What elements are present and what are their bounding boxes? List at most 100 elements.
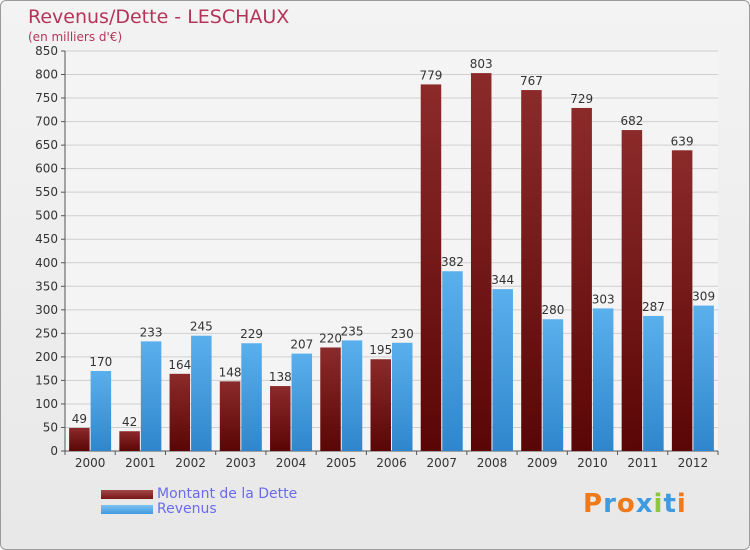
bar-revenus bbox=[643, 315, 664, 451]
x-tick-label: 2006 bbox=[376, 456, 407, 470]
data-label-revenus: 170 bbox=[89, 355, 112, 369]
bar-debt bbox=[219, 381, 241, 451]
bar-debt bbox=[169, 373, 191, 451]
y-tick-label: 700 bbox=[35, 115, 58, 129]
data-label-revenus: 235 bbox=[341, 324, 364, 338]
x-tick-label: 2003 bbox=[226, 456, 257, 470]
data-label-debt: 49 bbox=[72, 412, 87, 426]
bar-revenus bbox=[492, 289, 513, 451]
x-tick-label: 2000 bbox=[75, 456, 106, 470]
bar-debt bbox=[470, 73, 492, 451]
y-tick-label: 650 bbox=[35, 138, 58, 152]
x-tick-label: 2009 bbox=[527, 456, 558, 470]
logo-letter: x bbox=[635, 489, 654, 519]
data-label-debt: 148 bbox=[219, 365, 242, 379]
data-label-debt: 682 bbox=[620, 114, 643, 128]
data-label-revenus: 303 bbox=[592, 292, 615, 306]
proxiti-logo: Proxiti bbox=[583, 489, 687, 519]
bar-revenus bbox=[140, 341, 162, 451]
data-label-debt: 42 bbox=[122, 415, 137, 429]
bar-revenus bbox=[241, 343, 262, 451]
x-tick-label: 2007 bbox=[426, 456, 457, 470]
bars bbox=[69, 73, 714, 452]
logo-letter: o bbox=[616, 489, 636, 519]
x-tick-label: 2011 bbox=[627, 456, 658, 470]
data-label-debt: 220 bbox=[319, 331, 342, 345]
y-tick-label: 150 bbox=[35, 373, 58, 387]
x-tick-label: 2008 bbox=[477, 456, 508, 470]
bar-revenus bbox=[693, 305, 714, 451]
data-label-revenus: 233 bbox=[140, 325, 163, 339]
x-tick-label: 2004 bbox=[276, 456, 307, 470]
bar-revenus bbox=[90, 371, 112, 451]
logo-letter: P bbox=[583, 489, 604, 519]
data-label-debt: 639 bbox=[671, 134, 694, 148]
legend-swatch-revenus bbox=[101, 505, 153, 514]
bar-debt bbox=[370, 359, 391, 451]
bar-debt bbox=[521, 90, 542, 451]
bar-debt bbox=[119, 431, 140, 451]
plot-area bbox=[65, 51, 718, 451]
data-label-debt: 138 bbox=[269, 370, 292, 384]
data-label-revenus: 245 bbox=[190, 320, 213, 334]
bar-debt bbox=[571, 107, 592, 452]
gridlines bbox=[65, 50, 718, 452]
chart-title: Revenus/Dette - LESCHAUX bbox=[28, 6, 290, 28]
bar-debt bbox=[320, 347, 341, 451]
y-tick-label: 50 bbox=[43, 420, 58, 434]
bar-revenus bbox=[392, 342, 413, 451]
legend-label-revenus: Revenus bbox=[157, 501, 217, 517]
y-tick-label: 850 bbox=[35, 44, 58, 58]
y-tick-label: 300 bbox=[35, 303, 58, 317]
data-label-revenus: 207 bbox=[290, 338, 313, 352]
data-label-revenus: 382 bbox=[441, 255, 464, 269]
bar-revenus bbox=[442, 271, 463, 451]
bar-revenus bbox=[341, 340, 363, 451]
data-label-revenus: 344 bbox=[491, 273, 514, 287]
y-tick-label: 0 bbox=[50, 444, 58, 458]
data-label-revenus: 287 bbox=[642, 300, 665, 314]
y-tick-label: 750 bbox=[35, 91, 58, 105]
y-tick-label: 550 bbox=[35, 185, 58, 199]
y-tick-label: 200 bbox=[35, 350, 58, 364]
data-label-revenus: 229 bbox=[240, 327, 263, 341]
data-label-revenus: 280 bbox=[541, 303, 564, 317]
y-tick-labels: 0 50 100 150 200 250 300 350 400 450 500 550 600 650 7… bbox=[35, 44, 58, 458]
y-tick-label: 350 bbox=[35, 279, 58, 293]
y-tick-label: 500 bbox=[35, 209, 58, 223]
data-label-debt: 779 bbox=[420, 68, 443, 82]
logo-letter: i bbox=[676, 489, 687, 519]
chart-subtitle: (en milliers d'€) bbox=[28, 30, 123, 44]
bar-debt bbox=[69, 427, 90, 451]
legend-swatch-debt bbox=[101, 490, 153, 499]
logo-letter: i bbox=[653, 489, 664, 519]
bar-revenus bbox=[191, 335, 212, 451]
data-label-debt: 164 bbox=[168, 358, 191, 372]
legend-label-debt: Montant de la Dette bbox=[157, 486, 298, 502]
y-tick-label: 600 bbox=[35, 162, 58, 176]
logo-letter: r bbox=[603, 489, 617, 519]
data-label-debt: 803 bbox=[470, 57, 493, 71]
x-tick-label: 2002 bbox=[175, 456, 206, 470]
x-tick-label: 2001 bbox=[125, 456, 156, 470]
bar-revenus bbox=[542, 319, 564, 451]
data-label-debt: 767 bbox=[520, 74, 543, 88]
bar-debt bbox=[671, 150, 693, 451]
x-tick-labels: 2000 2001 2002 2003 2004 2005 2006 2007 2008 2009… bbox=[75, 456, 708, 470]
bar-debt bbox=[621, 130, 643, 451]
logo-letter: t bbox=[663, 489, 677, 519]
x-tick-label: 2005 bbox=[326, 456, 357, 470]
y-tick-label: 800 bbox=[35, 68, 58, 82]
data-label-revenus: 230 bbox=[391, 327, 414, 341]
bar-revenus bbox=[592, 308, 614, 451]
y-tick-label: 450 bbox=[35, 232, 58, 246]
y-tick-label: 100 bbox=[35, 397, 58, 411]
y-tick-label: 250 bbox=[35, 326, 58, 340]
bar-revenus bbox=[291, 353, 313, 451]
y-tick-label: 400 bbox=[35, 256, 58, 270]
data-label-revenus: 309 bbox=[692, 290, 715, 304]
bar-debt bbox=[420, 84, 442, 451]
data-label-debt: 729 bbox=[570, 92, 593, 106]
